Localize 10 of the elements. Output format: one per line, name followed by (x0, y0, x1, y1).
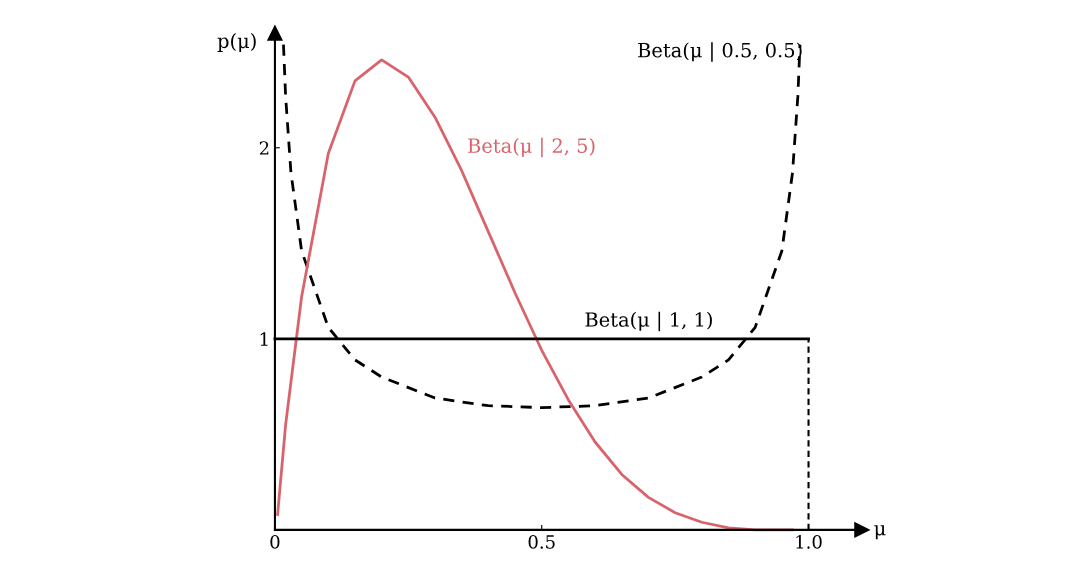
x-tick-label: 1.0 (796, 535, 822, 549)
series-label: Beta(μ | 0.5, 0.5) (638, 42, 802, 62)
x-axis-title: μ (874, 525, 886, 540)
x-tick-label: 0 (270, 535, 280, 549)
series-label: Beta(μ | 2, 5) (468, 137, 595, 158)
y-tick-label: 2 (259, 141, 269, 155)
y-tick-label: 1 (260, 332, 268, 346)
x-tick-label: 0.5 (528, 535, 555, 549)
series-label: Beta(μ | 1, 1) (585, 311, 712, 332)
y-axis-title: p(μ) (217, 33, 256, 52)
